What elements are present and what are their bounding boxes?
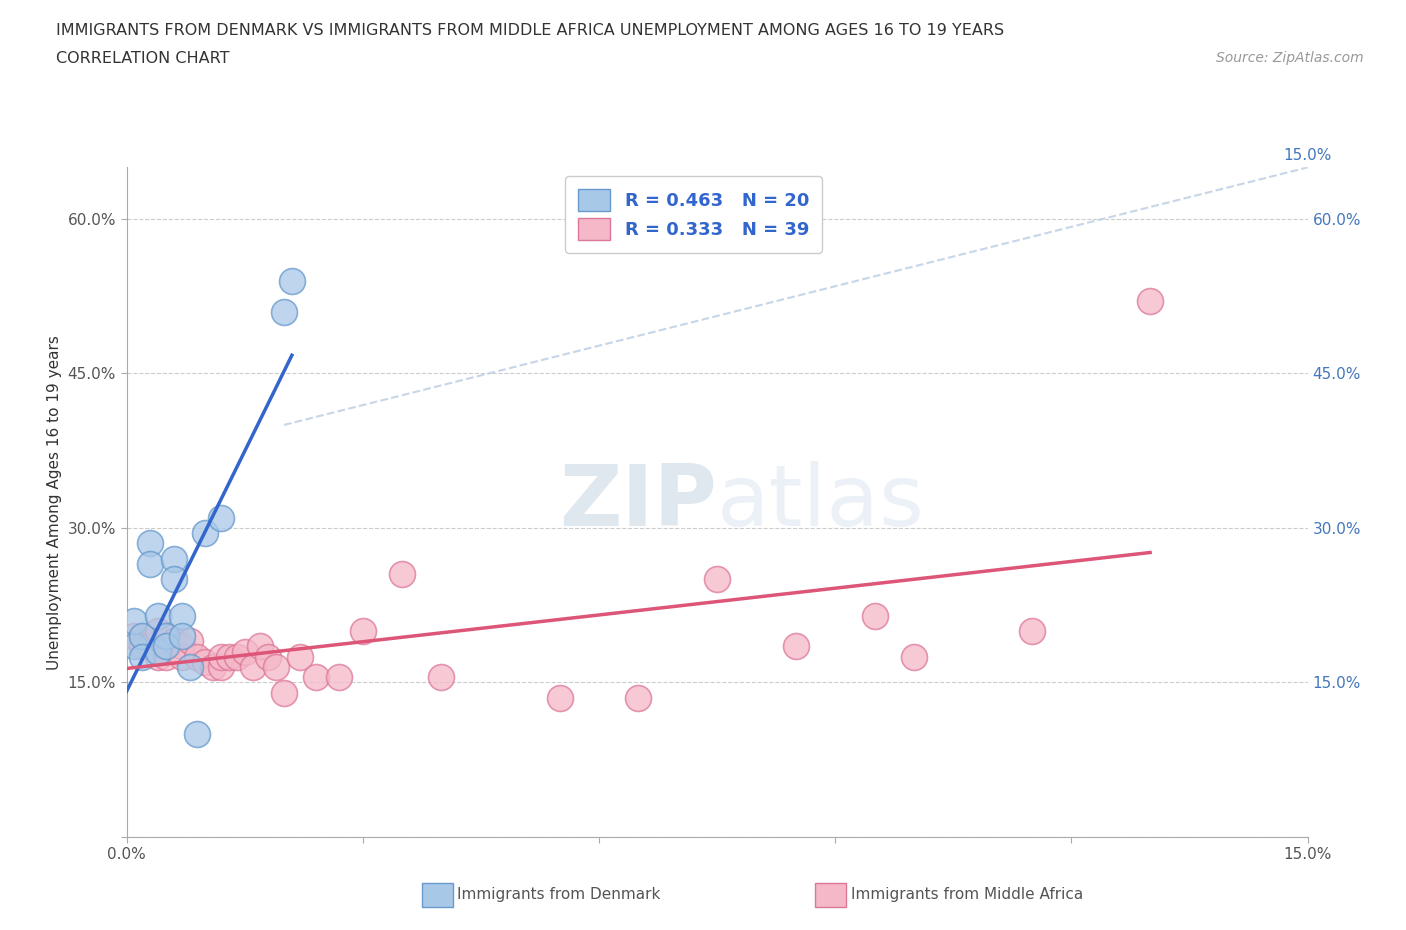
Point: [170, 649, 193, 664]
Point: [1139, 294, 1161, 309]
Point: [281, 273, 304, 288]
Text: ZIP: ZIP: [560, 460, 717, 544]
Point: [352, 623, 374, 638]
Point: [131, 649, 153, 664]
Point: [186, 726, 208, 741]
Point: [430, 670, 453, 684]
Point: [233, 644, 256, 659]
Point: [146, 649, 169, 664]
Text: IMMIGRANTS FROM DENMARK VS IMMIGRANTS FROM MIDDLE AFRICA UNEMPLOYMENT AMONG AGES: IMMIGRANTS FROM DENMARK VS IMMIGRANTS FR…: [56, 23, 1004, 38]
Point: [139, 536, 162, 551]
Point: [163, 551, 186, 566]
Point: [242, 659, 264, 674]
Point: [163, 634, 186, 649]
Point: [131, 629, 153, 644]
Point: [218, 649, 240, 664]
Point: [328, 670, 350, 684]
Text: Source: ZipAtlas.com: Source: ZipAtlas.com: [1216, 51, 1364, 65]
Point: [131, 629, 153, 644]
Point: [225, 649, 247, 664]
Point: [139, 639, 162, 654]
Point: [131, 639, 153, 654]
Point: [155, 639, 177, 654]
Point: [155, 629, 177, 644]
Point: [249, 639, 271, 654]
Point: [186, 649, 208, 664]
Text: Immigrants from Middle Africa: Immigrants from Middle Africa: [851, 887, 1083, 902]
Point: [163, 572, 186, 587]
Text: Immigrants from Denmark: Immigrants from Denmark: [457, 887, 661, 902]
Point: [202, 659, 225, 674]
Point: [179, 659, 201, 674]
Point: [391, 567, 413, 582]
Point: [124, 639, 146, 654]
Point: [903, 649, 925, 664]
Point: [194, 655, 217, 670]
Point: [304, 670, 326, 684]
Point: [155, 649, 177, 664]
Point: [209, 659, 232, 674]
Point: [209, 511, 232, 525]
Text: atlas: atlas: [717, 460, 925, 544]
Point: [170, 629, 193, 644]
Text: CORRELATION CHART: CORRELATION CHART: [56, 51, 229, 66]
Point: [170, 639, 193, 654]
Point: [288, 649, 311, 664]
Point: [863, 608, 886, 623]
Point: [548, 690, 571, 705]
Point: [139, 556, 162, 571]
Point: [194, 525, 217, 540]
Point: [124, 613, 146, 628]
Legend: R = 0.463   N = 20, R = 0.333   N = 39: R = 0.463 N = 20, R = 0.333 N = 39: [565, 177, 821, 253]
Point: [264, 659, 287, 674]
Point: [179, 634, 201, 649]
Y-axis label: Unemployment Among Ages 16 to 19 years: Unemployment Among Ages 16 to 19 years: [46, 335, 62, 670]
Point: [273, 304, 295, 319]
Point: [155, 629, 177, 644]
Point: [146, 644, 169, 659]
Point: [785, 639, 807, 654]
Point: [124, 629, 146, 644]
Point: [146, 608, 169, 623]
Point: [273, 685, 295, 700]
Point: [170, 608, 193, 623]
Point: [1021, 623, 1043, 638]
Point: [627, 690, 650, 705]
Point: [146, 623, 169, 638]
Point: [209, 649, 232, 664]
Point: [706, 572, 728, 587]
Point: [257, 649, 280, 664]
